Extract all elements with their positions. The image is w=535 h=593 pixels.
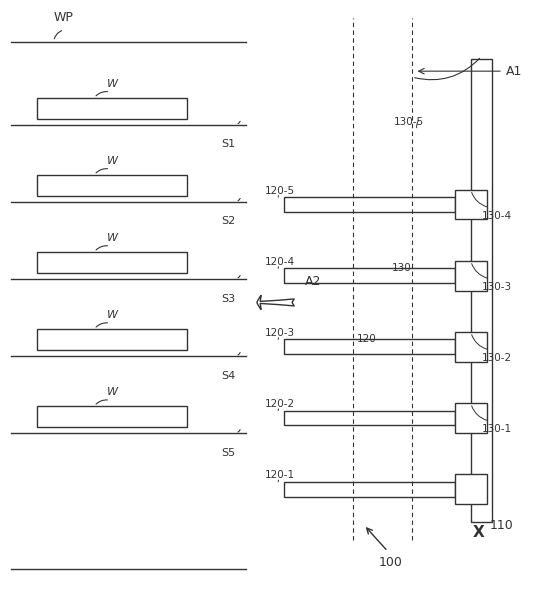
Text: 130-4: 130-4 [482,211,511,221]
FancyBboxPatch shape [37,406,187,427]
Text: 120-3: 120-3 [265,328,295,338]
Text: 110: 110 [490,519,513,532]
FancyBboxPatch shape [37,252,187,273]
Text: W: W [108,156,118,166]
FancyBboxPatch shape [284,268,455,283]
FancyBboxPatch shape [37,329,187,350]
FancyBboxPatch shape [284,482,455,497]
FancyBboxPatch shape [284,197,455,212]
FancyBboxPatch shape [455,474,487,504]
Text: 120-5: 120-5 [265,186,295,196]
FancyBboxPatch shape [284,339,455,355]
Text: WP: WP [54,11,73,24]
Text: 120-2: 120-2 [265,399,295,409]
Text: 130-2: 130-2 [482,353,511,363]
FancyBboxPatch shape [37,98,187,119]
Text: 130-1: 130-1 [482,424,511,434]
FancyBboxPatch shape [455,190,487,219]
Text: 130-5: 130-5 [394,117,424,127]
Text: A1: A1 [506,65,522,78]
Text: 120: 120 [357,334,376,344]
Text: S4: S4 [221,371,235,381]
Text: 130: 130 [392,263,411,273]
FancyBboxPatch shape [455,403,487,433]
Text: S2: S2 [221,216,235,227]
Text: 120-1: 120-1 [265,470,295,480]
Text: W: W [108,79,118,89]
Text: S5: S5 [221,448,235,458]
Text: S1: S1 [221,139,235,149]
Text: A2: A2 [305,275,321,288]
Text: W: W [108,233,118,243]
Text: 120-4: 120-4 [265,257,295,267]
FancyBboxPatch shape [455,332,487,362]
Text: 100: 100 [379,556,402,569]
Text: S3: S3 [221,294,235,304]
FancyBboxPatch shape [455,261,487,291]
FancyBboxPatch shape [284,410,455,426]
Text: X: X [473,525,485,540]
Text: 130-3: 130-3 [482,282,511,292]
FancyBboxPatch shape [471,59,492,522]
Text: W: W [108,310,118,320]
FancyBboxPatch shape [37,175,187,196]
Text: W: W [108,387,118,397]
